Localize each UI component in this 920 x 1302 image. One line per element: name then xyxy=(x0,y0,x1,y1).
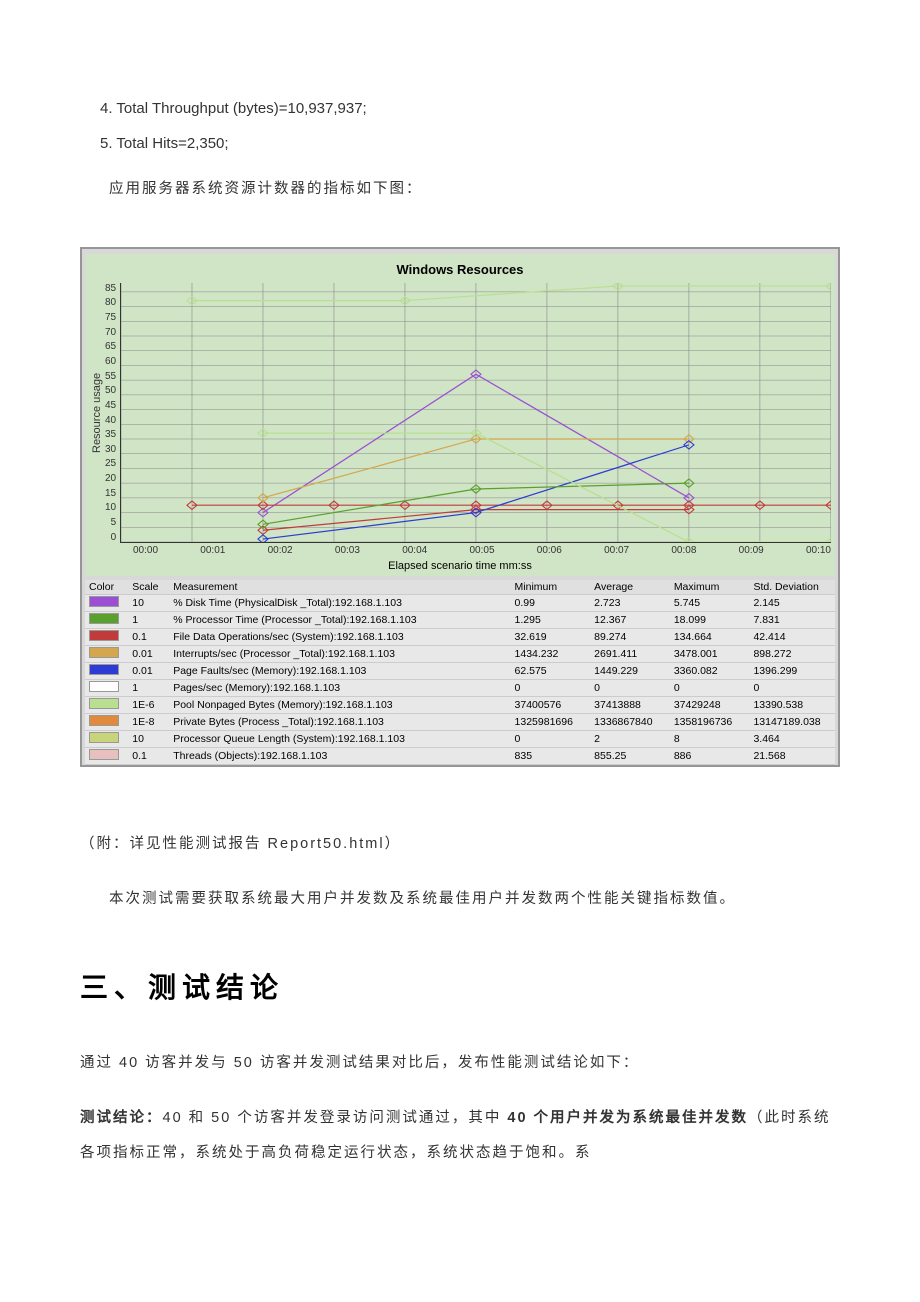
para-compare: 通过 40 访客并发与 50 访客并发测试结果对比后，发布性能测试结论如下： xyxy=(80,1046,840,1081)
legend-row: 1Pages/sec (Memory):192.168.1.1030000 xyxy=(85,679,835,696)
para-appendix: （附：详见性能测试报告 Report50.html） xyxy=(80,827,840,862)
para-summary: 本次测试需要获取系统最大用户并发数及系统最佳用户并发数两个性能关键指标数值。 xyxy=(80,882,840,917)
legend-table: Color Scale Measurement Minimum Average … xyxy=(85,580,835,765)
para-conclusion: 测试结论：40 和 50 个访客并发登录访问测试通过，其中 40 个用户并发为系… xyxy=(80,1101,840,1171)
legend-row: 10% Disk Time (PhysicalDisk _Total):192.… xyxy=(85,594,835,611)
legend-row: 0.01Interrupts/sec (Processor _Total):19… xyxy=(85,645,835,662)
para-intro: 应用服务器系统资源计数器的指标如下图： xyxy=(80,172,840,207)
list-item-5: 5. Total Hits=2,350; xyxy=(100,135,840,152)
conclusion-label: 测试结论： xyxy=(80,1110,163,1126)
chart-container: Windows Resources Resource usage 8580757… xyxy=(80,247,840,767)
legend-row: 0.1File Data Operations/sec (System):192… xyxy=(85,628,835,645)
legend-row: 10Processor Queue Length (System):192.16… xyxy=(85,730,835,747)
y-axis-label: Resource usage xyxy=(89,283,105,543)
plot-area xyxy=(120,283,831,543)
legend-header: Color Scale Measurement Minimum Average … xyxy=(85,580,835,595)
y-axis-ticks: 8580757065605550454035302520151050 xyxy=(105,283,120,543)
conclusion-bold: 40 个用户并发为系统最佳并发数 xyxy=(507,1110,748,1126)
section-heading: 三、测试结论 xyxy=(80,966,840,1006)
list-item-4: 4. Total Throughput (bytes)=10,937,937; xyxy=(100,100,840,117)
legend-row: 1% Processor Time (Processor _Total):192… xyxy=(85,611,835,628)
legend-row: 0.01Page Faults/sec (Memory):192.168.1.1… xyxy=(85,662,835,679)
x-axis-label: Elapsed scenario time mm:ss xyxy=(89,560,831,572)
chart-title: Windows Resources xyxy=(89,262,831,277)
legend-row: 1E-6Pool Nonpaged Bytes (Memory):192.168… xyxy=(85,696,835,713)
legend-row: 0.1Threads (Objects):192.168.1.103835855… xyxy=(85,747,835,764)
legend-row: 1E-8Private Bytes (Process _Total):192.1… xyxy=(85,713,835,730)
x-axis-ticks: 00:0000:0100:0200:0300:0400:0500:0600:07… xyxy=(133,543,831,556)
